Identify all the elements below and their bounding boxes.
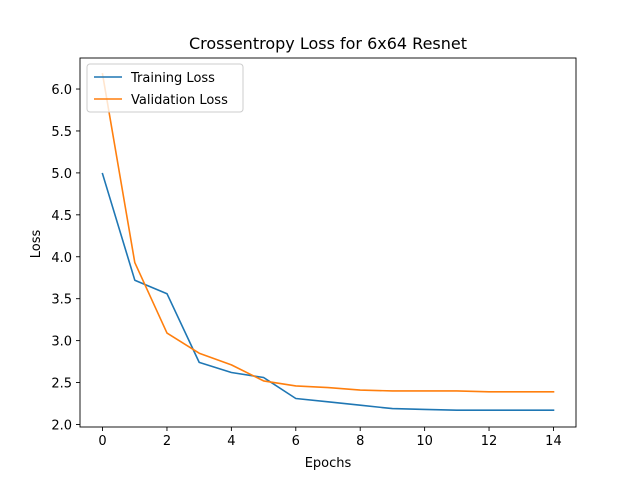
y-tick-label: 3.5 bbox=[51, 293, 72, 308]
legend: Training Loss Validation Loss bbox=[86, 63, 244, 113]
y-tick-label: 4.0 bbox=[51, 251, 72, 266]
legend-label: Training Loss bbox=[130, 71, 215, 86]
x-tick-label: 10 bbox=[416, 434, 433, 449]
x-tick-label: 4 bbox=[227, 434, 235, 449]
x-axis-label: Epochs bbox=[305, 456, 352, 471]
plot-area: 0 2 4 6 8 10 12 14 2.0 2.5 3.0 3.5 4.0 4.5 5.0 5.5 6.0 bbox=[51, 57, 577, 449]
series-line-1 bbox=[101, 172, 555, 412]
y-axis-label: Loss bbox=[29, 230, 44, 259]
x-tick-label: 6 bbox=[292, 434, 300, 449]
x-tick-label: 2 bbox=[163, 434, 171, 449]
x-tick-label: 12 bbox=[481, 434, 498, 449]
x-tick-label: 14 bbox=[545, 434, 562, 449]
series-line-2 bbox=[101, 72, 555, 393]
x-tick-label: 8 bbox=[356, 434, 364, 449]
y-tick-label: 2.0 bbox=[51, 418, 72, 433]
y-tick-label: 3.0 bbox=[51, 335, 72, 350]
axes-frame bbox=[79, 57, 577, 428]
chart-title: Crossentropy Loss for 6x64 Resnet bbox=[189, 34, 467, 53]
y-tick-label: 4.5 bbox=[51, 209, 72, 224]
legend-box bbox=[86, 63, 244, 113]
y-tick-label: 2.5 bbox=[51, 377, 72, 392]
y-tick-label: 5.5 bbox=[51, 125, 72, 140]
x-tick-label: 0 bbox=[98, 434, 106, 449]
y-tick-label: 5.0 bbox=[51, 167, 72, 182]
legend-label: Validation Loss bbox=[131, 93, 228, 108]
y-tick-label: 6.0 bbox=[51, 83, 72, 98]
